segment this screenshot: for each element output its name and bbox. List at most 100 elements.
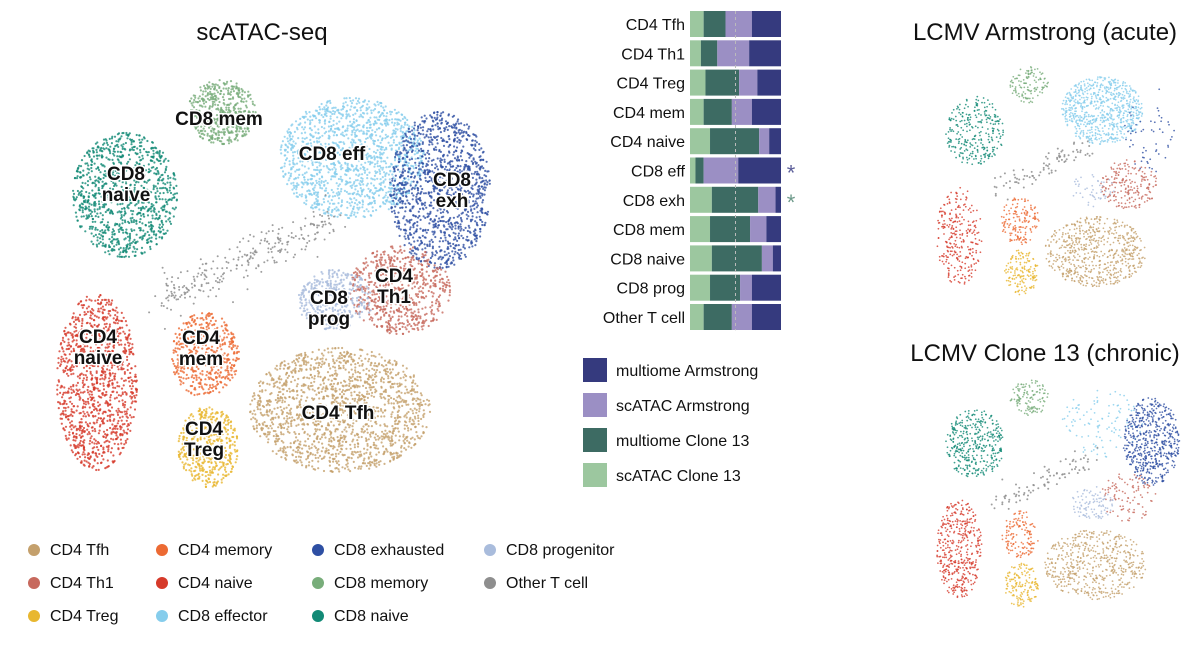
umap-point (90, 240, 93, 243)
umap-point (281, 170, 285, 173)
umap-point (460, 218, 463, 221)
umap-point (287, 128, 290, 131)
umap-point (375, 190, 378, 193)
umap-point (397, 315, 400, 318)
umap-point (393, 255, 396, 258)
umap-point (303, 126, 307, 129)
umap-point (138, 138, 141, 141)
umap-point (244, 109, 247, 113)
umap-point (474, 234, 478, 237)
umap-point (90, 215, 93, 218)
umap-point (417, 321, 420, 325)
umap-point (457, 244, 460, 247)
umap-point (361, 177, 364, 180)
umap-point (359, 109, 362, 112)
umap-point (302, 310, 305, 313)
umap-point (360, 129, 363, 132)
umap-point (222, 93, 225, 96)
umap-point (424, 254, 427, 257)
umap-point (97, 166, 100, 170)
umap-point (106, 224, 109, 227)
umap-point (439, 164, 442, 167)
umap-point (159, 227, 162, 230)
umap-point (441, 240, 445, 243)
umap-point (387, 173, 390, 176)
umap-point (475, 178, 478, 181)
umap-point (127, 153, 131, 156)
umap-point (150, 210, 153, 213)
umap-point (210, 113, 213, 116)
umap-point (385, 191, 388, 194)
umap-point (158, 153, 161, 156)
umap-point (434, 235, 437, 239)
umap-point (154, 191, 157, 195)
umap-point (133, 145, 136, 148)
umap-point (393, 190, 396, 193)
umap-point (376, 160, 379, 163)
umap-point (344, 183, 347, 186)
umap-point (225, 108, 228, 111)
umap-point (147, 201, 150, 204)
umap-point (105, 147, 108, 150)
umap-point (458, 141, 461, 144)
umap-point (237, 95, 240, 99)
umap-point (372, 150, 376, 153)
umap-point (395, 135, 398, 138)
umap-point (338, 282, 341, 285)
umap-point (451, 126, 454, 129)
umap-point (211, 100, 214, 103)
umap-point (111, 212, 114, 215)
umap-point (379, 166, 383, 169)
umap-point (318, 177, 321, 180)
umap-point (419, 178, 422, 181)
umap-point (444, 165, 448, 168)
umap-point (94, 196, 97, 200)
umap-point (374, 122, 377, 125)
umap-point (302, 295, 305, 299)
umap-point (387, 208, 390, 211)
umap-point (245, 124, 248, 127)
umap-point (330, 199, 333, 202)
umap-point (351, 315, 354, 318)
umap-point (97, 200, 101, 203)
umap-point (435, 271, 439, 274)
umap-point (113, 135, 117, 138)
umap-point (162, 228, 165, 231)
umap-point (79, 176, 82, 179)
umap-point (304, 196, 307, 199)
umap-point (96, 141, 99, 144)
umap-point (97, 215, 100, 218)
umap-point (394, 155, 397, 159)
umap-point (371, 133, 374, 136)
umap-point (368, 197, 371, 200)
umap-point (399, 176, 402, 179)
umap-point (413, 240, 416, 243)
umap-point (452, 216, 455, 219)
umap-point (439, 229, 442, 232)
umap-point (210, 96, 214, 99)
umap-point (408, 125, 411, 128)
umap-point (298, 173, 301, 176)
umap-point (405, 328, 408, 331)
umap-point (316, 195, 320, 198)
umap-point (377, 194, 381, 197)
umap-point (109, 209, 113, 212)
umap-point (389, 259, 392, 262)
umap-point (423, 320, 426, 323)
umap-point (287, 179, 290, 182)
umap-point (196, 125, 199, 128)
umap-point (314, 115, 317, 118)
umap-point (408, 323, 411, 326)
umap-point (216, 104, 220, 107)
umap-point (117, 248, 121, 251)
umap-point (383, 160, 387, 163)
umap-point (311, 174, 314, 177)
umap-point (437, 300, 440, 303)
umap-point (236, 127, 239, 130)
umap-point (417, 164, 420, 167)
umap-point (488, 179, 491, 182)
umap-point (194, 127, 197, 130)
umap-point (93, 162, 96, 165)
umap-point (203, 116, 206, 119)
